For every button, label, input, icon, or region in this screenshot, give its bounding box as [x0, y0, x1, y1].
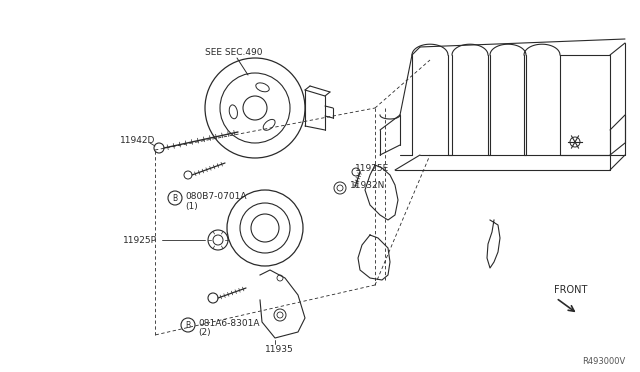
Text: 080B7-0701A: 080B7-0701A	[185, 192, 246, 201]
Text: 11942D: 11942D	[120, 135, 156, 144]
Text: 11925P: 11925P	[123, 235, 157, 244]
Text: 11932N: 11932N	[350, 180, 385, 189]
Text: R493000V: R493000V	[582, 357, 625, 366]
Text: B: B	[172, 193, 177, 202]
Text: B: B	[186, 321, 191, 330]
Text: (1): (1)	[185, 202, 198, 211]
Text: FRONT: FRONT	[554, 285, 588, 295]
Text: 081A6-8301A: 081A6-8301A	[198, 318, 259, 327]
Text: (2): (2)	[198, 328, 211, 337]
Text: SEE SEC.490: SEE SEC.490	[205, 48, 262, 57]
Text: 11925E: 11925E	[355, 164, 389, 173]
Text: 11935: 11935	[265, 346, 294, 355]
